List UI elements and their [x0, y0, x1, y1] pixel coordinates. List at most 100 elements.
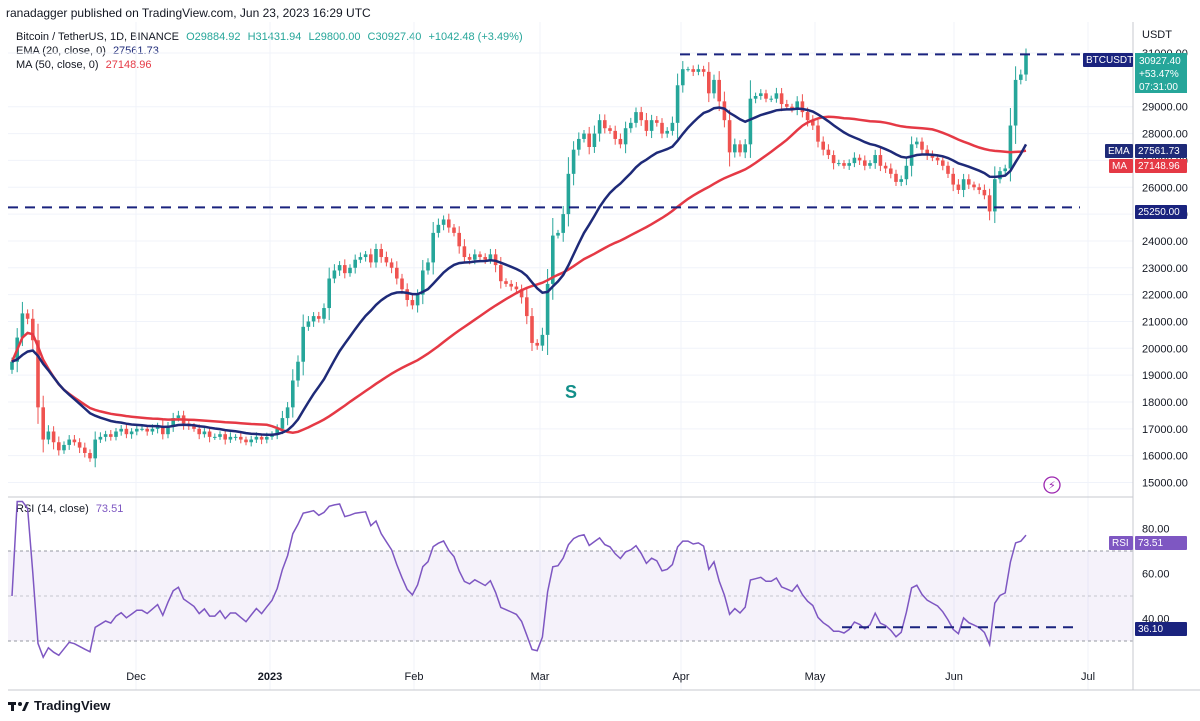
- published-header: ranadagger published on TradingView.com,…: [6, 6, 371, 20]
- candle-body: [629, 122, 633, 129]
- candle-body: [46, 431, 51, 440]
- ma-tag-value: 27148.96: [1138, 161, 1180, 172]
- candle-body: [707, 71, 711, 94]
- ma-tag-value-bg: [1135, 159, 1187, 173]
- candle-body: [764, 93, 768, 99]
- candle-body: [379, 248, 383, 258]
- candle-body: [332, 270, 337, 279]
- candle-body: [551, 235, 555, 284]
- candle-body: [421, 270, 425, 295]
- candle-body: [831, 155, 836, 164]
- btcusdt-tag: BTCUSDT: [1086, 55, 1133, 66]
- candle-body: [941, 160, 945, 166]
- candle-body: [753, 96, 758, 99]
- candle-body: [920, 141, 924, 150]
- candle-body: [759, 93, 763, 97]
- lightning-icon-circle[interactable]: [1043, 476, 1061, 494]
- candle-body: [41, 407, 45, 440]
- brand-name: TradingView: [34, 698, 111, 713]
- candle-body: [244, 439, 248, 443]
- candle-body: [285, 407, 290, 419]
- tradingview-brand[interactable]: TradingView: [8, 698, 110, 713]
- candle-body: [265, 436, 269, 440]
- candle-body: [337, 265, 342, 271]
- close-value: C30927.40: [367, 31, 422, 43]
- candle-body: [623, 128, 628, 145]
- candle-body: [239, 436, 243, 440]
- candle-body: [51, 431, 56, 443]
- candle-body: [161, 426, 165, 435]
- candle-body: [733, 144, 737, 153]
- candle-body: [478, 254, 482, 258]
- candle-body: [826, 149, 831, 156]
- candle-body: [525, 297, 529, 317]
- candle-body: [93, 439, 97, 459]
- rsi-line: [11, 500, 1027, 659]
- candle-body: [171, 418, 175, 427]
- candle-body: [655, 120, 659, 123]
- candle-body: [400, 278, 404, 290]
- candle-body: [811, 120, 815, 126]
- price-tag-bg: [1135, 53, 1187, 93]
- candle-body: [473, 254, 477, 260]
- symbol-name: Bitcoin / TetherUS, 1D, BINANCE: [16, 31, 180, 43]
- rsi-legend[interactable]: RSI (14, close) 73.51: [16, 502, 123, 516]
- candle-body: [597, 120, 602, 134]
- price-tick-label: 18000.00: [1142, 397, 1188, 409]
- candle-body: [956, 184, 961, 190]
- time-tick-label: Jun: [945, 671, 963, 683]
- candle-body: [31, 318, 35, 341]
- candle-body: [114, 431, 118, 437]
- support-tag-bg: [1135, 205, 1187, 219]
- candle-body: [582, 133, 586, 139]
- candle-body: [899, 179, 903, 182]
- candle-body: [665, 130, 669, 134]
- candle-body: [483, 257, 487, 260]
- candle-body: [223, 434, 227, 440]
- time-tick-label: May: [805, 671, 826, 683]
- candle-body: [556, 232, 560, 236]
- candle-body: [561, 214, 565, 233]
- ma-tag-label: MA: [1112, 161, 1127, 172]
- ma-legend[interactable]: MA (50, close, 0) 27148.96: [16, 58, 152, 72]
- candle-body: [878, 155, 883, 166]
- candle-body: [790, 106, 794, 110]
- candle-body: [618, 138, 623, 145]
- candle-body: [592, 133, 597, 147]
- candle-body: [977, 187, 981, 190]
- rsi-tag-label-bg: [1109, 536, 1133, 550]
- rsi-tag-value: 73.51: [1138, 538, 1163, 549]
- candle-body: [603, 120, 607, 129]
- price-tick-label: 20000.00: [1142, 343, 1188, 355]
- candle-body: [233, 436, 238, 438]
- price-tag-countdown: 07:31:00: [1139, 82, 1178, 93]
- candle-body: [691, 69, 695, 72]
- candle-body: [1003, 168, 1007, 172]
- ema-legend-label: EMA (20, close, 0): [16, 45, 106, 57]
- candle-body: [993, 179, 997, 212]
- price-tick-label: 17000.00: [1142, 424, 1188, 436]
- open-value: O29884.92: [186, 31, 241, 43]
- rsi-support-tag: 36.10: [1138, 624, 1163, 635]
- ema-tag-label: EMA: [1108, 146, 1130, 157]
- candle-body: [291, 380, 295, 408]
- candle-body: [306, 321, 311, 327]
- candle-body: [369, 254, 373, 263]
- lightning-icon[interactable]: ⚡: [1048, 479, 1056, 492]
- candle-body: [83, 447, 87, 453]
- candle-body: [72, 439, 77, 443]
- time-tick-label: Mar: [531, 671, 550, 683]
- candle-body: [363, 254, 368, 258]
- candle-body: [88, 452, 92, 459]
- time-tick-label: 2023: [258, 671, 282, 683]
- candle-body: [779, 93, 784, 105]
- candle-body: [62, 444, 66, 451]
- candle-body: [670, 122, 675, 131]
- rsi-tag-label: RSI: [1112, 538, 1129, 549]
- candle-body: [987, 195, 992, 212]
- candle-body: [410, 299, 415, 306]
- price-tag-change: +53.47%: [1139, 69, 1179, 80]
- candle-body: [696, 69, 701, 72]
- candle-body: [119, 428, 123, 432]
